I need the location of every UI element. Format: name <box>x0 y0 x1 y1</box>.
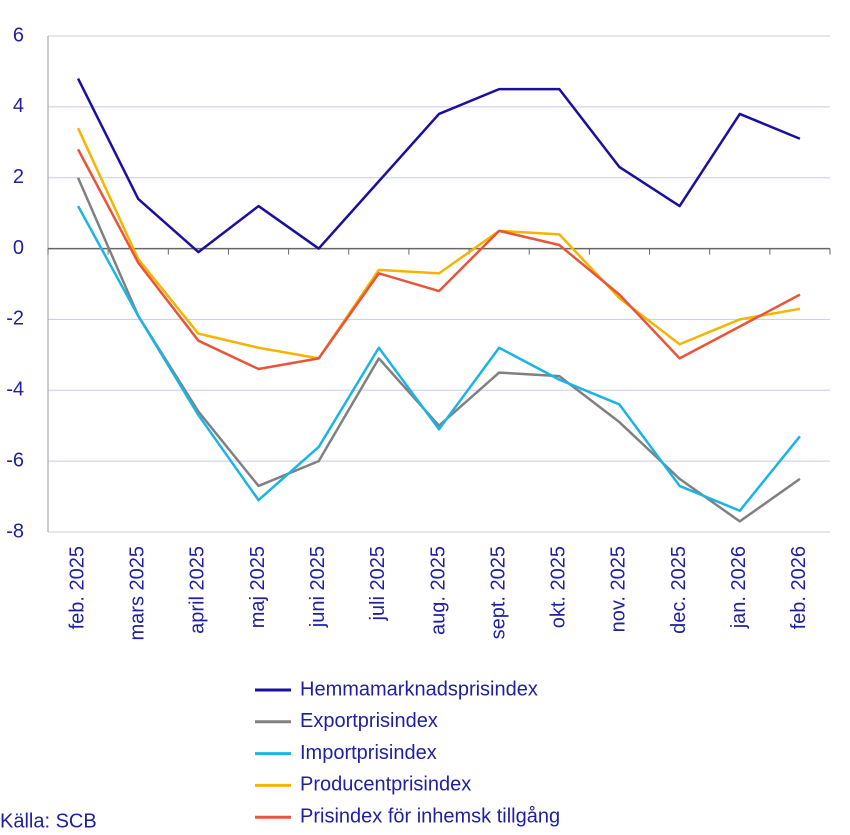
series-line <box>76 127 801 360</box>
legend-label: Importprisindex <box>300 742 437 764</box>
y-tick-label: -2 <box>6 308 24 330</box>
x-tick-label: okt. 2025 <box>548 546 570 628</box>
x-tick-label: juni 2025 <box>307 546 329 628</box>
x-tick-label: maj 2025 <box>247 546 269 628</box>
y-tick-label: -6 <box>6 449 24 471</box>
y-tick-label: 2 <box>13 166 24 188</box>
x-tick-label: nov. 2025 <box>608 546 630 632</box>
y-tick-label: 4 <box>13 95 24 117</box>
x-tick-label: dec. 2025 <box>668 546 690 634</box>
y-tick-label: 6 <box>13 24 24 46</box>
x-tick-label: feb. 2026 <box>788 546 810 629</box>
x-tick-label: juli 2025 <box>367 546 389 622</box>
x-tick-label: april 2025 <box>187 546 209 634</box>
y-tick-label: -8 <box>6 520 24 542</box>
legend-label: Exportprisindex <box>300 710 438 732</box>
y-tick-label: 0 <box>13 237 24 259</box>
x-tick-label: aug. 2025 <box>427 546 449 635</box>
series-line <box>76 205 801 512</box>
x-tick-label: jan. 2026 <box>728 546 750 629</box>
x-tick-label: mars 2025 <box>127 546 149 641</box>
series-line <box>76 148 801 371</box>
source: Källa: SCB <box>0 810 97 832</box>
x-tick-label: sept. 2025 <box>487 546 509 639</box>
x-tick-label: feb. 2025 <box>66 546 88 629</box>
series-line <box>76 177 801 523</box>
y-tick-label: -4 <box>6 379 24 401</box>
legend-label: Hemmamarknadsprisindex <box>300 678 538 700</box>
legend-label: Prisindex för inhemsk tillgång <box>300 805 560 827</box>
series-line <box>76 77 801 254</box>
legend-label: Producentprisindex <box>300 774 471 796</box>
